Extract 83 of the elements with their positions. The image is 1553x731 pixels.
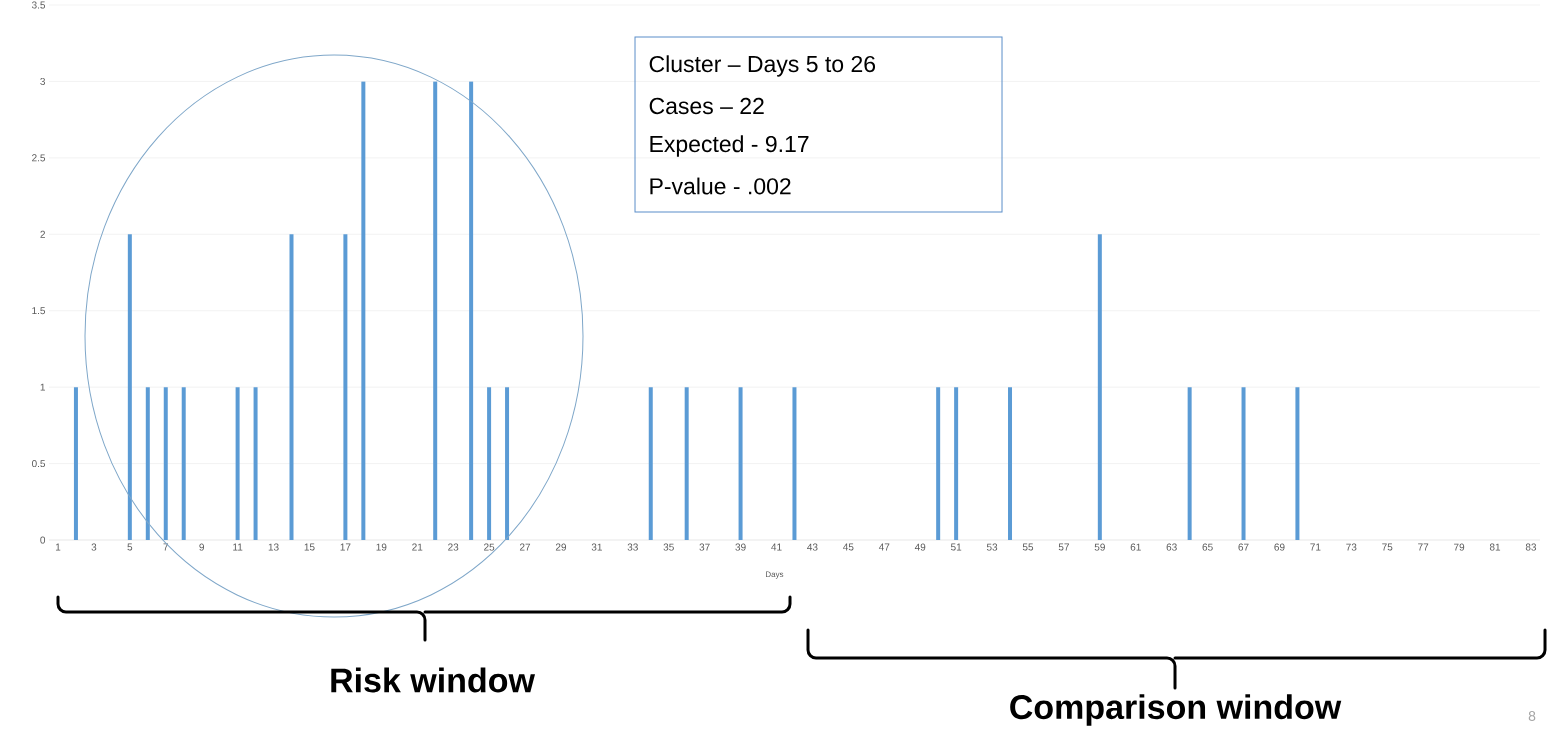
x-tick-label: 37 <box>699 543 710 551</box>
x-axis-title: Days <box>766 571 784 579</box>
x-tick-label: 69 <box>1274 543 1285 551</box>
x-tick-label: 71 <box>1310 543 1321 551</box>
x-tick-label: 3 <box>91 543 97 551</box>
x-tick-label: 25 <box>484 543 495 551</box>
x-tick-label: 29 <box>555 543 567 551</box>
bar <box>343 234 348 541</box>
bar <box>253 387 258 541</box>
x-tick-label: 55 <box>1022 543 1034 551</box>
bar <box>1187 387 1192 541</box>
bar <box>936 387 941 541</box>
y-tick-label: 0 <box>40 536 46 544</box>
bar <box>487 387 492 541</box>
bar <box>235 387 240 541</box>
x-tick-label: 17 <box>340 543 351 551</box>
bar <box>289 234 294 541</box>
bar <box>127 234 132 541</box>
y-tick-label: 2 <box>40 230 45 238</box>
bar <box>1295 387 1300 541</box>
bar <box>1008 387 1013 541</box>
bar <box>433 81 438 541</box>
x-tick-label: 61 <box>1130 543 1141 551</box>
x-tick-label: 5 <box>127 543 133 551</box>
x-tick-label: 41 <box>771 543 782 551</box>
x-tick-label: 45 <box>843 543 854 551</box>
x-tick-label: 51 <box>950 543 962 551</box>
x-tick-label: 83 <box>1525 543 1537 551</box>
x-tick-label: 63 <box>1166 543 1177 551</box>
text: Comparison window <box>1010 694 1342 726</box>
x-tick-label: 49 <box>914 543 926 551</box>
bar <box>792 387 797 541</box>
x-tick-label: 73 <box>1346 543 1357 551</box>
bar <box>361 81 366 541</box>
x-tick-label: 67 <box>1238 543 1249 551</box>
bar <box>738 387 743 541</box>
x-tick-label: 65 <box>1202 543 1213 551</box>
annotation: P-value - .002 <box>650 177 791 195</box>
x-tick-label: 15 <box>304 543 315 551</box>
x-tick-label: 57 <box>1058 543 1069 551</box>
x-tick-label: 59 <box>1094 543 1105 551</box>
x-tick-label: 27 <box>519 543 531 551</box>
x-tick-label: 81 <box>1489 543 1501 551</box>
x-tick-label: 9 <box>199 543 204 551</box>
y-tick-label: 2.5 <box>32 154 46 162</box>
x-tick-label: 75 <box>1382 543 1393 551</box>
y-tick-label: 3.5 <box>31 1 46 9</box>
text: 8 <box>1528 711 1536 721</box>
text: Risk window <box>331 667 536 693</box>
x-tick-label: 79 <box>1454 543 1465 551</box>
x-tick-label: 11 <box>233 543 243 551</box>
x-tick-label: 53 <box>986 543 998 551</box>
x-tick-label: 7 <box>163 543 169 551</box>
annotation: Cases – 22 <box>649 97 764 115</box>
x-tick-label: 1 <box>55 543 61 551</box>
bar <box>145 387 150 541</box>
bar <box>163 387 168 541</box>
x-tick-label: 47 <box>878 543 890 551</box>
x-tick-label: 13 <box>268 543 279 551</box>
bar <box>181 387 186 541</box>
bar <box>648 387 653 541</box>
bar <box>684 387 689 541</box>
y-tick-label: 0.5 <box>31 460 46 468</box>
x-tick-label: 77 <box>1418 543 1429 551</box>
x-tick-label: 31 <box>591 543 602 551</box>
y-tick-label: 3 <box>40 77 46 85</box>
y-tick-label: 1.5 <box>32 307 46 315</box>
bar <box>469 81 474 541</box>
x-tick-label: 19 <box>376 543 387 551</box>
bar <box>505 387 510 541</box>
x-tick-label: 23 <box>448 543 459 551</box>
annotation: Cluster – Days 5 to 26 <box>649 55 876 77</box>
x-tick-label: 39 <box>735 543 746 551</box>
x-tick-label: 21 <box>412 543 423 551</box>
x-tick-label: 33 <box>627 543 638 551</box>
bar <box>1241 387 1246 541</box>
bar <box>73 387 78 541</box>
x-tick-label: 35 <box>663 543 674 551</box>
annotation: Expected - 9.17 <box>650 135 809 157</box>
x-tick-label: 43 <box>807 543 818 551</box>
bar <box>954 387 959 541</box>
bar <box>1097 234 1102 541</box>
y-tick-label: 1 <box>40 383 45 391</box>
